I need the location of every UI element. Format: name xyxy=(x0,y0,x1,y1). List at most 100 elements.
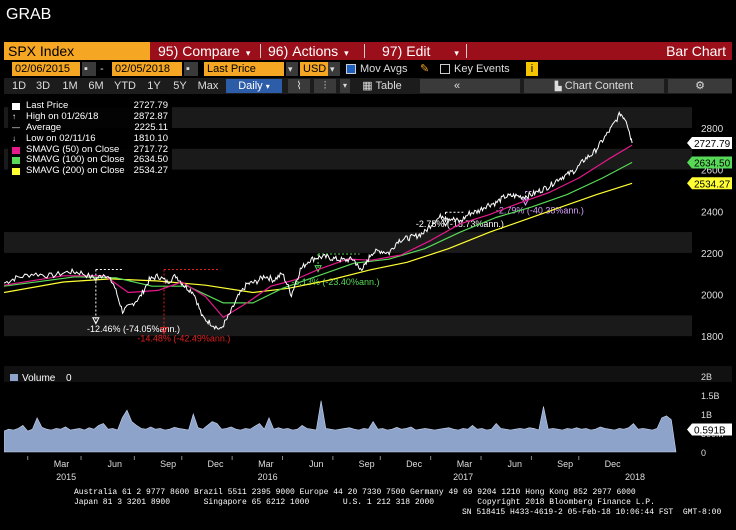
year-label: 2015 xyxy=(56,472,76,482)
sma200-line xyxy=(3,182,633,294)
mov-avgs-checkbox[interactable] xyxy=(346,64,356,74)
volume-tag-box xyxy=(687,423,732,436)
chart-style-caret-icon[interactable]: ▾ xyxy=(340,79,350,93)
command-bar: SPX Index 95) Compare ▾ 96) Actions ▾ 97) Edi… xyxy=(4,42,732,60)
actions-caret-icon: ▾ xyxy=(344,48,349,58)
footer-session-line: SN 518415 H433-4619-2 05-Feb-18 10:06:44… xyxy=(462,508,722,517)
frequency-select[interactable]: Daily ▾ xyxy=(226,79,282,93)
table-button[interactable]: ▦ Table xyxy=(356,79,408,93)
price-tag-value: 2727.79 xyxy=(694,139,731,150)
start-calendar-icon[interactable]: ▪ xyxy=(82,62,96,76)
volume-value: 0 xyxy=(66,373,72,384)
month-label: Sep xyxy=(359,459,375,469)
legend-row: SMAVG (50) on Close 2717.72 xyxy=(8,143,172,156)
y-tick-label: 2600 xyxy=(701,166,724,177)
month-label: Mar xyxy=(54,459,70,469)
security-field[interactable]: SPX Index xyxy=(4,42,150,60)
range-1d[interactable]: 1D xyxy=(11,80,27,92)
chart-band xyxy=(4,148,692,170)
legend-row: SMAVG (100) on Close 2634.50 xyxy=(8,155,172,166)
end-date-field[interactable]: 02/05/2018 xyxy=(112,62,182,76)
currency-select[interactable]: USD xyxy=(300,62,328,76)
range-3d[interactable]: 3D xyxy=(35,80,51,92)
drawdown-annotation: -12.46% (-74.05%ann.) xyxy=(87,269,180,334)
window-title-bar: GRAB xyxy=(0,0,736,40)
volume-legend: Volume 0 xyxy=(10,373,72,384)
year-label: 2018 xyxy=(625,472,645,482)
legend-row: ↓ Low on 02/11/16 1810.10 xyxy=(8,132,172,145)
table-icon: ▦ xyxy=(362,80,373,92)
legend-value: 2717.72 xyxy=(133,143,168,155)
legend-label: High on 01/26/18 xyxy=(26,110,99,122)
legend-row: SMAVG (200) on Close 2534.27 xyxy=(8,165,172,177)
price-tag-box xyxy=(687,177,732,190)
drawdown-annotation: -2.79% (-40.38%ann.) xyxy=(496,190,584,215)
line-chart-icon[interactable]: ⌇ xyxy=(288,79,310,93)
legend-value: 2225.11 xyxy=(134,121,168,133)
legend-row: ↑ High on 01/26/18 2872.87 xyxy=(8,110,172,123)
actions-menu-number: 96) xyxy=(268,43,289,59)
last-price-line xyxy=(3,110,633,330)
frequency-label: Daily xyxy=(238,80,263,92)
month-label: Dec xyxy=(605,459,622,469)
dash-icon: — xyxy=(12,122,20,132)
compare-menu-number: 95) xyxy=(158,43,179,59)
chart-content-button[interactable]: ▙ Chart Content xyxy=(524,79,664,93)
end-calendar-icon[interactable]: ▪ xyxy=(184,62,198,76)
legend-value: 2534.27 xyxy=(133,165,168,177)
y-tick-label: 1800 xyxy=(701,332,724,343)
chart-type-label[interactable]: Bar Chart xyxy=(666,43,726,59)
menu-divider xyxy=(260,44,261,58)
legend-value: 2634.50 xyxy=(133,154,168,166)
range-6m[interactable]: 6M xyxy=(88,80,104,92)
price-field-select[interactable]: Last Price xyxy=(204,62,284,76)
mov-avgs-label: Mov Avgs xyxy=(360,63,408,75)
drawdown-label: -14.48% (-42.49%ann.) xyxy=(137,333,230,343)
range-ytd[interactable]: YTD xyxy=(114,80,136,92)
menu-divider xyxy=(466,44,467,58)
range-5y[interactable]: 5Y xyxy=(173,80,187,92)
footer: Australia 61 2 9777 8600 Brazil 5511 239… xyxy=(0,486,736,530)
edit-menu[interactable]: 97) Edit ▾ xyxy=(382,42,459,60)
actions-menu[interactable]: 96) Actions ▾ xyxy=(268,42,349,60)
volume-swatch xyxy=(10,374,18,381)
drawdown-arrow-icon xyxy=(160,327,168,335)
info-icon[interactable]: i xyxy=(526,62,538,76)
range-1y[interactable]: 1Y xyxy=(147,80,161,92)
price-field-caret-icon[interactable]: ▾ xyxy=(286,62,298,76)
volume-tag-value: 0.591B xyxy=(694,426,726,437)
footer-copyright-line: Japan 81 3 3201 8900 Singapore 65 6212 1… xyxy=(74,498,655,507)
chart-legend: Last Price 2727.79 ↑ High on 01/26/18 2872.8… xyxy=(8,100,172,178)
y-tick-label: 2000 xyxy=(701,291,724,302)
key-events-checkbox[interactable] xyxy=(440,64,450,74)
month-label: Sep xyxy=(160,459,176,469)
month-label: Dec xyxy=(208,459,225,469)
range-max[interactable]: Max xyxy=(197,80,219,92)
month-label: Mar xyxy=(258,459,274,469)
legend-label: Average xyxy=(26,121,62,133)
range-1m[interactable]: 1M xyxy=(62,80,78,92)
drawdown-label: -2.79% (-40.38%ann.) xyxy=(496,205,584,215)
y-tick-label: 2400 xyxy=(701,207,724,218)
settings-gear-icon[interactable]: ⚙ xyxy=(668,79,732,93)
y-tick-label: 2800 xyxy=(701,124,724,135)
price-tag: 2634.50 xyxy=(687,156,732,169)
chart-bands xyxy=(4,107,692,337)
window-title: GRAB xyxy=(6,6,52,23)
pencil-icon[interactable]: ✎ xyxy=(420,63,430,75)
legend-label: SMAVG (50) on Close xyxy=(26,143,120,155)
footer-contacts-line: Australia 61 2 9777 8600 Brazil 5511 239… xyxy=(74,488,636,497)
bar-chart-icon[interactable]: ⫶ xyxy=(314,79,336,93)
chart-content-label: Chart Content xyxy=(564,80,634,92)
currency-caret-icon[interactable]: ▾ xyxy=(328,62,340,76)
legend-value: 1810.10 xyxy=(133,132,168,144)
compare-menu[interactable]: 95) Compare ▾ xyxy=(158,42,250,60)
start-date-field[interactable]: 02/06/2015 xyxy=(12,62,80,76)
parameter-bar: 02/06/2015 ▪ - 02/05/2018 ▪ Last Price ▾… xyxy=(4,61,732,77)
edit-menu-label: Edit xyxy=(406,43,431,59)
drawdown-annotation: -14.48% (-42.49%ann.) xyxy=(137,269,230,343)
collapse-button[interactable]: « xyxy=(420,79,520,93)
volume-tick-label: 1.5B xyxy=(701,391,720,401)
legend-row: Last Price 2727.79 xyxy=(8,100,172,112)
